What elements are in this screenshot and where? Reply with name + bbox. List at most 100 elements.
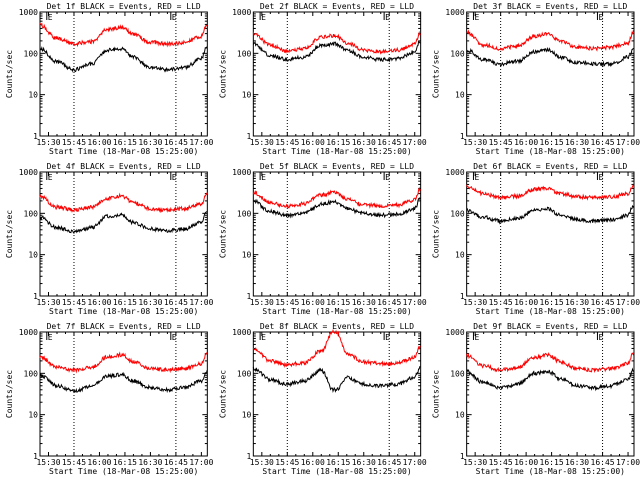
x-tick-label: 16:00 [301,298,325,307]
y-axis-label: Counts/sec [5,50,14,98]
x-tick-label: 15:30 [463,298,487,307]
y-tick-label: 100 [24,209,39,218]
y-tick-label: 10 [28,411,38,420]
series-events-line [252,40,421,63]
event-marker-label: E [172,333,177,342]
x-tick-label: 16:45 [591,458,615,467]
event-marker-label: E [172,173,177,182]
x-tick-label: 15:30 [250,298,274,307]
event-marker-label: E [261,333,266,342]
event-marker-label: E [261,173,266,182]
chart-panel-3: Det 3f BLACK = Events, RED = LLD E E 1 10 100… [432,2,640,156]
x-tick-label: 16:30 [352,138,376,147]
y-tick-label: 1 [33,452,38,461]
series-lld-line [39,351,208,374]
x-tick-label: 16:15 [326,138,350,147]
x-tick-label: 16:30 [138,458,162,467]
x-tick-label: 17:00 [403,298,427,307]
event-marker-label: E [598,333,603,342]
y-tick-label: 10 [242,411,252,420]
plot-frame [39,331,208,457]
x-axis-label: Start Time (18-Mar-08 15:25:00) [49,147,198,156]
x-axis-label: Start Time (18-Mar-08 15:25:00) [49,307,198,316]
x-tick-label: 16:00 [87,138,111,147]
y-tick-label: 10 [455,411,465,420]
x-tick-label: 15:45 [275,298,299,307]
chart-panel-6: Det 6f BLACK = Events, RED = LLD E E 1 10 100… [432,162,640,316]
event-marker-label: E [48,333,53,342]
event-marker-label: E [474,333,479,342]
series-lld-line [252,328,421,368]
y-tick-label: 100 [237,49,252,58]
y-tick-label: 10 [242,251,252,260]
x-tick-label: 16:45 [591,298,615,307]
series-events-line [39,210,208,235]
plot-frame [252,171,422,297]
x-tick-label: 16:30 [565,298,589,307]
x-tick-label: 15:30 [463,138,487,147]
x-tick-label: 15:45 [275,458,299,467]
series-lld-line [39,192,208,214]
chart-panel-8: Det 8f BLACK = Events, RED = LLD E E 1 10 100… [218,322,427,476]
plot-frame [39,11,208,137]
x-tick-label: 16:45 [591,138,615,147]
plot-frame [252,331,422,457]
event-marker-label: E [598,173,603,182]
series-events-line [252,365,421,394]
x-axis-label: Start Time (18-Mar-08 15:25:00) [262,147,411,156]
x-tick-label: 16:45 [164,138,188,147]
x-tick-label: 16:30 [138,138,162,147]
chart-panel-9: Det 9f BLACK = Events, RED = LLD E E 1 10 100… [432,322,640,476]
event-marker-label: E [474,173,479,182]
y-tick-label: 1000 [445,8,464,17]
x-tick-label: 16:30 [352,458,376,467]
chart-title: Det 2f BLACK = Events, RED = LLD [260,2,414,11]
y-tick-label: 1 [460,132,465,141]
y-tick-label: 1 [33,292,38,301]
chart-title: Det 8f BLACK = Events, RED = LLD [260,322,414,331]
y-axis-label: Counts/sec [432,210,441,258]
x-tick-label: 16:15 [540,458,564,467]
x-tick-label: 16:30 [565,138,589,147]
x-axis-label: Start Time (18-Mar-08 15:25:00) [476,307,625,316]
chart-panel-5: Det 5f BLACK = Events, RED = LLD E E 1 10 100… [218,162,427,316]
x-tick-label: 17:00 [189,458,213,467]
x-axis-label: Start Time (18-Mar-08 15:25:00) [476,467,625,476]
event-marker-label: E [261,13,266,22]
series-lld-line [466,351,635,374]
series-events-line [466,367,634,392]
x-tick-label: 16:15 [113,298,137,307]
y-tick-label: 1 [33,132,38,141]
x-tick-label: 16:00 [514,138,538,147]
chart-title: Det 1f BLACK = Events, RED = LLD [47,2,201,11]
chart-title: Det 4f BLACK = Events, RED = LLD [47,162,201,171]
y-axis-label: Counts/sec [5,370,14,418]
series-events-line [252,196,421,219]
y-tick-label: 1 [460,292,465,301]
x-tick-label: 16:45 [377,458,401,467]
y-axis-label: Counts/sec [432,370,441,418]
x-tick-label: 15:45 [489,298,513,307]
y-tick-label: 100 [24,369,39,378]
y-tick-label: 1000 [232,8,251,17]
plot-frame [39,171,208,297]
x-axis-label: Start Time (18-Mar-08 15:25:00) [262,307,411,316]
x-tick-label: 15:30 [36,298,60,307]
x-tick-label: 17:00 [189,138,213,147]
x-tick-label: 16:00 [87,458,111,467]
x-axis-label: Start Time (18-Mar-08 15:25:00) [262,467,411,476]
x-tick-label: 16:45 [164,298,188,307]
x-tick-label: 16:15 [540,298,564,307]
series-lld-line [39,22,208,48]
x-tick-label: 16:30 [565,458,589,467]
chart-panel-7: Det 7f BLACK = Events, RED = LLD E E 1 10 100… [5,322,214,476]
x-tick-label: 16:45 [377,298,401,307]
x-tick-label: 16:00 [514,298,538,307]
x-tick-label: 16:00 [514,458,538,467]
y-axis-label: Counts/sec [218,370,227,418]
x-tick-label: 17:00 [403,138,427,147]
plot-frame [466,171,635,297]
event-marker-label: E [172,13,177,22]
y-tick-label: 1 [247,452,252,461]
